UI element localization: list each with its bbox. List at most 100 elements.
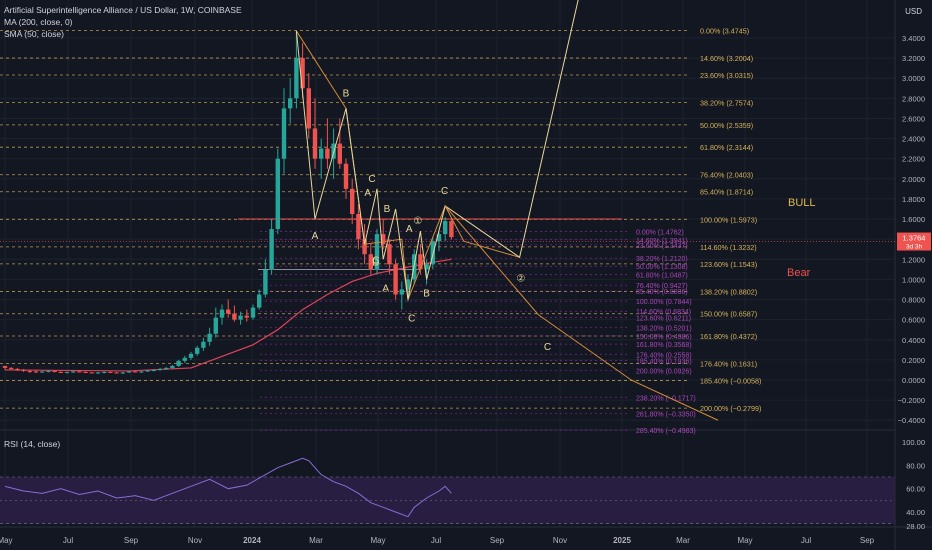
candle-body (164, 367, 169, 369)
candle-body (288, 98, 293, 109)
fib-secondary-label: 176.40% (0.2558) (636, 352, 692, 359)
rsi-tick-label: 28.00 (906, 522, 925, 531)
rsi-legend: RSI (14, close) (4, 439, 61, 449)
time-tick-label: Nov (553, 536, 567, 545)
wave-label: A (382, 283, 389, 294)
candle-body (368, 254, 373, 270)
candle-body (114, 372, 119, 374)
candle-body (9, 367, 14, 369)
time-tick-label: Nov (188, 536, 202, 545)
fib-secondary-label: 123.60% (0.6211) (636, 316, 691, 323)
wave-label: D (372, 257, 379, 268)
time-axis[interactable]: May Jul Sep Nov 2024 Mar May Jul Sep Nov 2025 Mar Ma… (0, 536, 875, 545)
wave-label: B (423, 289, 430, 300)
time-tick-label: Sep (860, 536, 875, 545)
bear-path (444, 205, 719, 421)
price-tick-label: 1.8000 (902, 195, 925, 204)
fib-main-label: 0.00% (3.4745) (700, 26, 749, 35)
candle-body (145, 370, 150, 372)
candle-body (71, 371, 76, 373)
candle-body (436, 234, 442, 242)
fibonacci-main: 0.00% (3.4745) 14.60% (3.2004) 23.60% (3.0… (0, 26, 761, 413)
rsi-pane[interactable]: 100.00 80.00 60.00 40.00 28.00 (0, 438, 925, 531)
candle-body (424, 264, 429, 270)
price-tick-label: −0.4000 (898, 416, 925, 425)
candle-body (430, 241, 435, 265)
ma-legend: MA (200, close, 0) (4, 17, 73, 27)
candle-body (188, 353, 194, 358)
candle-body (244, 315, 249, 318)
price-tick-label: 2.4000 (902, 135, 925, 144)
candle-body (157, 368, 163, 370)
time-tick-label: Sep (124, 536, 139, 545)
price-tick-label: 0.2000 (902, 356, 925, 365)
rsi-tick-label: 80.00 (906, 461, 925, 470)
time-tick-label: May (737, 536, 752, 545)
candle-body (89, 372, 94, 374)
last-price-value: 1.3764 (903, 234, 926, 243)
wave-label: A (406, 224, 413, 235)
candle-body (281, 108, 287, 159)
fib-main-label: 123.60% (1.1543) (700, 260, 757, 269)
fib-secondary-label: 238.20% (−0.1717) (636, 395, 696, 402)
wave-label: B (384, 204, 391, 215)
fib-main-label: 200.00% (−0.2799) (700, 404, 761, 413)
candle-body (269, 229, 274, 270)
candle-body (170, 365, 175, 368)
wave-label: A (364, 188, 371, 199)
wave-label: ① (413, 216, 422, 227)
candle-body (300, 58, 305, 89)
fib-secondary-label: 85.40% (0.8836) (636, 289, 688, 296)
time-tick-label: Jul (431, 536, 441, 545)
wave-label: C (368, 174, 375, 185)
candle-body (27, 370, 32, 372)
price-tick-label: 0.6000 (902, 316, 925, 325)
sma50-path (4, 258, 452, 372)
fib-secondary-label: 23.60% (1.3437) (636, 243, 688, 250)
fib-main-label: 114.60% (1.3232) (700, 243, 757, 252)
candle-body (151, 369, 156, 371)
fib-main-label: 61.80% (2.3144) (700, 143, 753, 152)
candle-body (405, 279, 411, 290)
wave-label: B (343, 88, 350, 99)
fib-main-label: 76.40% (2.0403) (700, 171, 753, 180)
candle-body (393, 264, 398, 295)
price-tick-label: 2.8000 (902, 94, 925, 103)
time-tick-label: May (0, 536, 13, 545)
candle-body (306, 88, 311, 129)
sma-line (4, 258, 452, 372)
fib-main-label: 38.20% (2.7574) (700, 99, 753, 108)
fib-secondary-label: 150.00% (0.4386) (636, 334, 692, 341)
fib-secondary-label: 61.80% (1.0487) (636, 273, 688, 280)
time-tick-label: 2025 (613, 536, 631, 545)
candle-body (374, 234, 380, 270)
candle-body (182, 357, 187, 361)
candle-body (449, 221, 454, 238)
price-tick-label: 1.0000 (902, 275, 925, 284)
candle-body (102, 371, 107, 373)
candle-body (294, 58, 299, 99)
wave-label: C (441, 186, 448, 197)
last-price-tag (897, 232, 931, 251)
candle-body (77, 371, 82, 373)
candle-body (207, 333, 212, 342)
candle-body (83, 371, 88, 373)
time-tick-label: Mar (676, 536, 690, 545)
rsi-line (4, 457, 452, 518)
candle-body (387, 244, 392, 265)
fib-secondary-label: 50.00% (1.1308) (636, 264, 688, 271)
candle-body (21, 369, 26, 371)
fib-secondary-label: 76.40% (0.9427) (636, 283, 688, 290)
price-tick-label: 2.6000 (902, 114, 925, 123)
fib-main-label: 50.00% (2.5359) (700, 121, 753, 130)
rsi-tick-label: 40.00 (906, 508, 925, 517)
price-tick-label: 0.8000 (902, 296, 925, 305)
candle-body (418, 254, 423, 270)
candle-body (52, 370, 57, 372)
candle-body (95, 372, 101, 374)
fib-main-label: 14.60% (3.2004) (700, 54, 753, 63)
candle-body (126, 371, 132, 373)
fib-secondary-label: 200.00% (0.0926) (636, 369, 692, 376)
